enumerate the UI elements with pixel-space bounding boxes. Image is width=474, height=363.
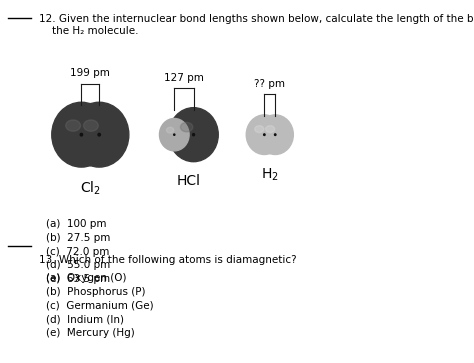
Ellipse shape [166,127,174,133]
Circle shape [246,115,283,155]
Circle shape [264,134,265,135]
Text: (b)  27.5 pm: (b) 27.5 pm [46,233,110,243]
Text: ?? pm: ?? pm [254,79,285,89]
Ellipse shape [265,126,274,132]
Circle shape [169,108,218,162]
Circle shape [192,134,194,136]
Ellipse shape [66,120,81,131]
Text: (a)  Oxygen (O): (a) Oxygen (O) [46,273,127,284]
Text: HCl: HCl [177,174,201,188]
Text: Cl$_2$: Cl$_2$ [80,180,101,197]
Text: 127 pm: 127 pm [164,73,204,83]
Text: (b)  Phosphorus (P): (b) Phosphorus (P) [46,287,146,297]
Text: (e)  63.5 pm: (e) 63.5 pm [46,274,110,284]
Text: (c)  Germanium (Ge): (c) Germanium (Ge) [46,301,154,311]
Circle shape [173,134,175,135]
Circle shape [257,115,293,155]
Circle shape [52,102,111,167]
Circle shape [70,102,129,167]
Text: 12. Given the internuclear bond lengths shown below, calculate the length of the: 12. Given the internuclear bond lengths … [39,14,474,36]
Text: 199 pm: 199 pm [70,68,110,78]
Text: (d)  Indium (In): (d) Indium (In) [46,314,124,325]
Text: (e)  Mercury (Hg): (e) Mercury (Hg) [46,328,135,338]
Text: 13. Which of the following atoms is diamagnetic?: 13. Which of the following atoms is diam… [39,255,297,265]
Ellipse shape [181,122,193,132]
Ellipse shape [83,120,98,131]
Circle shape [159,118,189,151]
Text: (d)  55.0 pm: (d) 55.0 pm [46,260,110,270]
Circle shape [80,133,82,136]
Text: H$_2$: H$_2$ [261,167,279,183]
Text: (a)  100 pm: (a) 100 pm [46,219,106,229]
Circle shape [98,133,100,136]
Ellipse shape [255,126,264,132]
Text: (c)  72.0 pm: (c) 72.0 pm [46,247,109,257]
Circle shape [274,134,276,135]
